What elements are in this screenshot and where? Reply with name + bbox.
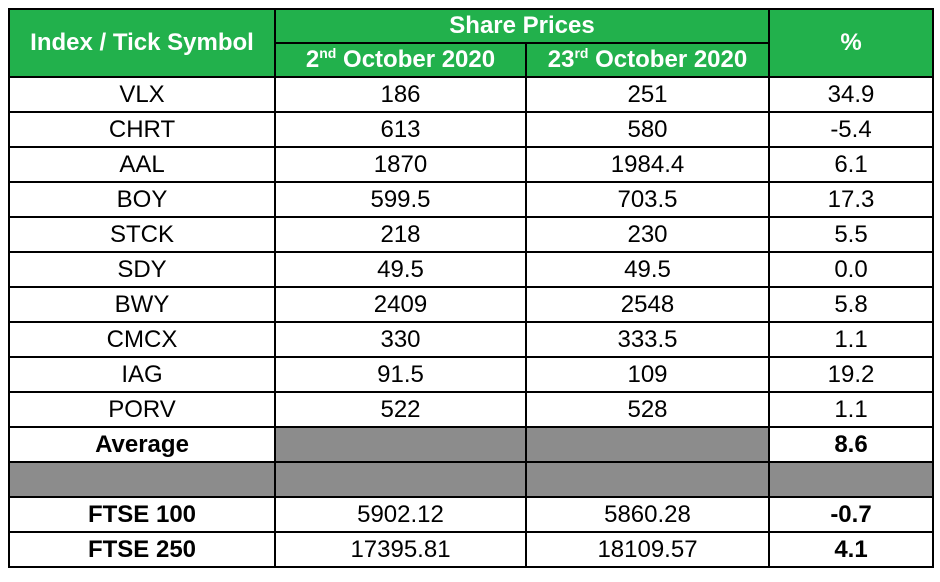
price-date2-cell: 528 [525,391,770,428]
symbol-cell: CMCX [8,321,276,358]
price-date1-cell: 91.5 [274,356,527,393]
index-symbol-cell: FTSE 100 [8,496,276,533]
symbol-column-header: Index / Tick Symbol [8,8,276,78]
date1-rest: October 2020 [336,46,496,73]
index-row: FTSE 100 5902.12 5860.28 -0.7 [8,496,934,533]
average-row: Average 8.6 [8,426,934,463]
symbol-cell: IAG [8,356,276,393]
price-date1-cell: 2409 [274,286,527,323]
table-body: VLX 186 251 34.9 CHRT 613 580 -5.4 AAL 1… [8,76,934,568]
percent-cell: 34.9 [768,76,934,113]
symbol-cell: BOY [8,181,276,218]
separator-cell [274,461,527,498]
symbol-cell: STCK [8,216,276,253]
price-date2-cell: 49.5 [525,251,770,288]
price-date2-cell: 109 [525,356,770,393]
index-price-date2-cell: 5860.28 [525,496,770,533]
percent-column-header: % [768,8,934,78]
percent-cell: 17.3 [768,181,934,218]
average-label-cell: Average [8,426,276,463]
table-row: STCK 218 230 5.5 [8,216,934,253]
percent-cell: 6.1 [768,146,934,183]
percent-cell: 19.2 [768,356,934,393]
separator-cell [768,461,934,498]
average-percent-cell: 8.6 [768,426,934,463]
price-date2-cell: 333.5 [525,321,770,358]
symbol-cell: VLX [8,76,276,113]
date2-column-header: 23rd October 2020 [525,42,770,78]
date2-suffix: rd [574,45,589,61]
separator-cell [525,461,770,498]
price-date1-cell: 218 [274,216,527,253]
index-price-date2-cell: 18109.57 [525,531,770,568]
percent-cell: -5.4 [768,111,934,148]
share-prices-header: Share Prices [274,8,770,44]
price-date1-cell: 49.5 [274,251,527,288]
date1-suffix: nd [319,45,337,61]
table-row: AAL 1870 1984.4 6.1 [8,146,934,183]
index-price-date1-cell: 5902.12 [274,496,527,533]
price-date1-cell: 186 [274,76,527,113]
price-date1-cell: 613 [274,111,527,148]
table-row: BWY 2409 2548 5.8 [8,286,934,323]
index-row: FTSE 250 17395.81 18109.57 4.1 [8,531,934,568]
symbol-cell: AAL [8,146,276,183]
percent-cell: 1.1 [768,321,934,358]
price-date1-cell: 330 [274,321,527,358]
table-row: VLX 186 251 34.9 [8,76,934,113]
share-price-table: Index / Tick Symbol Share Prices % 2nd O… [8,8,934,568]
table-header: Index / Tick Symbol Share Prices % 2nd O… [8,8,934,78]
price-date1-cell: 522 [274,391,527,428]
price-date1-cell: 599.5 [274,181,527,218]
table-row: SDY 49.5 49.5 0.0 [8,251,934,288]
price-date2-cell: 1984.4 [525,146,770,183]
index-percent-cell: 4.1 [768,531,934,568]
percent-cell: 5.8 [768,286,934,323]
table-row: PORV 522 528 1.1 [8,391,934,428]
index-percent-cell: -0.7 [768,496,934,533]
price-date2-cell: 580 [525,111,770,148]
index-price-date1-cell: 17395.81 [274,531,527,568]
date1-day: 2 [305,46,320,73]
price-date2-cell: 703.5 [525,181,770,218]
symbol-cell: PORV [8,391,276,428]
price-date2-cell: 2548 [525,286,770,323]
table-row: CMCX 330 333.5 1.1 [8,321,934,358]
separator-cell [8,461,276,498]
symbol-cell: BWY [8,286,276,323]
separator-row [8,461,934,498]
percent-cell: 0.0 [768,251,934,288]
index-symbol-cell: FTSE 250 [8,531,276,568]
date2-rest: October 2020 [588,46,748,73]
table-row: CHRT 613 580 -5.4 [8,111,934,148]
table-row: BOY 599.5 703.5 17.3 [8,181,934,218]
price-date1-cell: 1870 [274,146,527,183]
date1-column-header: 2nd October 2020 [274,42,527,78]
share-price-table-container: Index / Tick Symbol Share Prices % 2nd O… [8,8,934,568]
price-date2-cell: 251 [525,76,770,113]
date2-day: 23 [547,46,575,73]
table-row: IAG 91.5 109 19.2 [8,356,934,393]
symbol-cell: CHRT [8,111,276,148]
price-date2-cell: 230 [525,216,770,253]
average-blank-cell [274,426,527,463]
percent-cell: 5.5 [768,216,934,253]
percent-cell: 1.1 [768,391,934,428]
symbol-cell: SDY [8,251,276,288]
average-blank-cell [525,426,770,463]
